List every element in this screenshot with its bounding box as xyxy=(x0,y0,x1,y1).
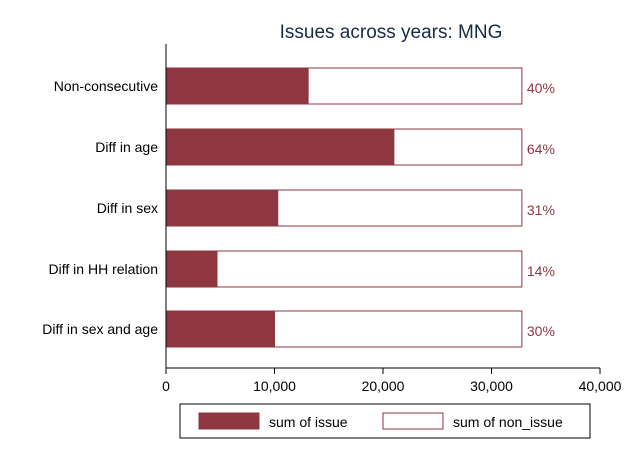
x-tick-label-4: 40,000 xyxy=(579,378,622,394)
category-label-4: Diff in sex and age xyxy=(42,321,158,337)
bars-group xyxy=(165,67,523,348)
x-tick-label-0: 0 xyxy=(162,378,170,394)
category-label-2: Diff in sex xyxy=(97,200,158,216)
legend-label-issue: sum of issue xyxy=(269,414,348,430)
category-label-1: Diff in age xyxy=(95,139,158,155)
legend-swatch-issue xyxy=(198,412,260,430)
percent-labels: 40% 64% 31% 14% 30% xyxy=(527,80,555,339)
bar-non-issue-4 xyxy=(274,310,523,348)
bar-non-issue-0 xyxy=(307,67,523,105)
bar-pct-label-0: 40% xyxy=(527,80,555,96)
chart-title: Issues across years: MNG xyxy=(280,22,503,43)
x-tick-label-3: 30,000 xyxy=(470,378,513,394)
bar-pct-label-2: 31% xyxy=(527,202,555,218)
bar-pct-label-4: 30% xyxy=(527,323,555,339)
bar-non-issue-1 xyxy=(393,128,523,166)
bar-issue-3 xyxy=(165,250,218,288)
category-label-3: Diff in HH relation xyxy=(49,261,158,277)
x-tick-label-1: 10,000 xyxy=(253,378,296,394)
legend-label-non-issue: sum of non_issue xyxy=(453,414,563,430)
bar-issue-1 xyxy=(165,128,395,166)
x-tick-label-2: 20,000 xyxy=(362,378,405,394)
legend-swatch-non-issue xyxy=(382,412,444,430)
category-label-0: Non-consecutive xyxy=(54,78,158,94)
bar-issue-0 xyxy=(165,67,309,105)
bar-pct-label-1: 64% xyxy=(527,141,555,157)
bar-non-issue-2 xyxy=(277,189,523,227)
category-labels: Non-consecutive Diff in age Diff in sex Dif… xyxy=(42,78,158,337)
legend: sum of issue sum of non_issue xyxy=(179,403,591,439)
bar-non-issue-3 xyxy=(216,250,523,288)
bar-issue-4 xyxy=(165,310,275,348)
x-axis-ticks: 0 10,000 20,000 30,000 40,000 xyxy=(162,368,622,394)
bar-pct-label-3: 14% xyxy=(527,263,555,279)
bar-issue-2 xyxy=(165,189,279,227)
